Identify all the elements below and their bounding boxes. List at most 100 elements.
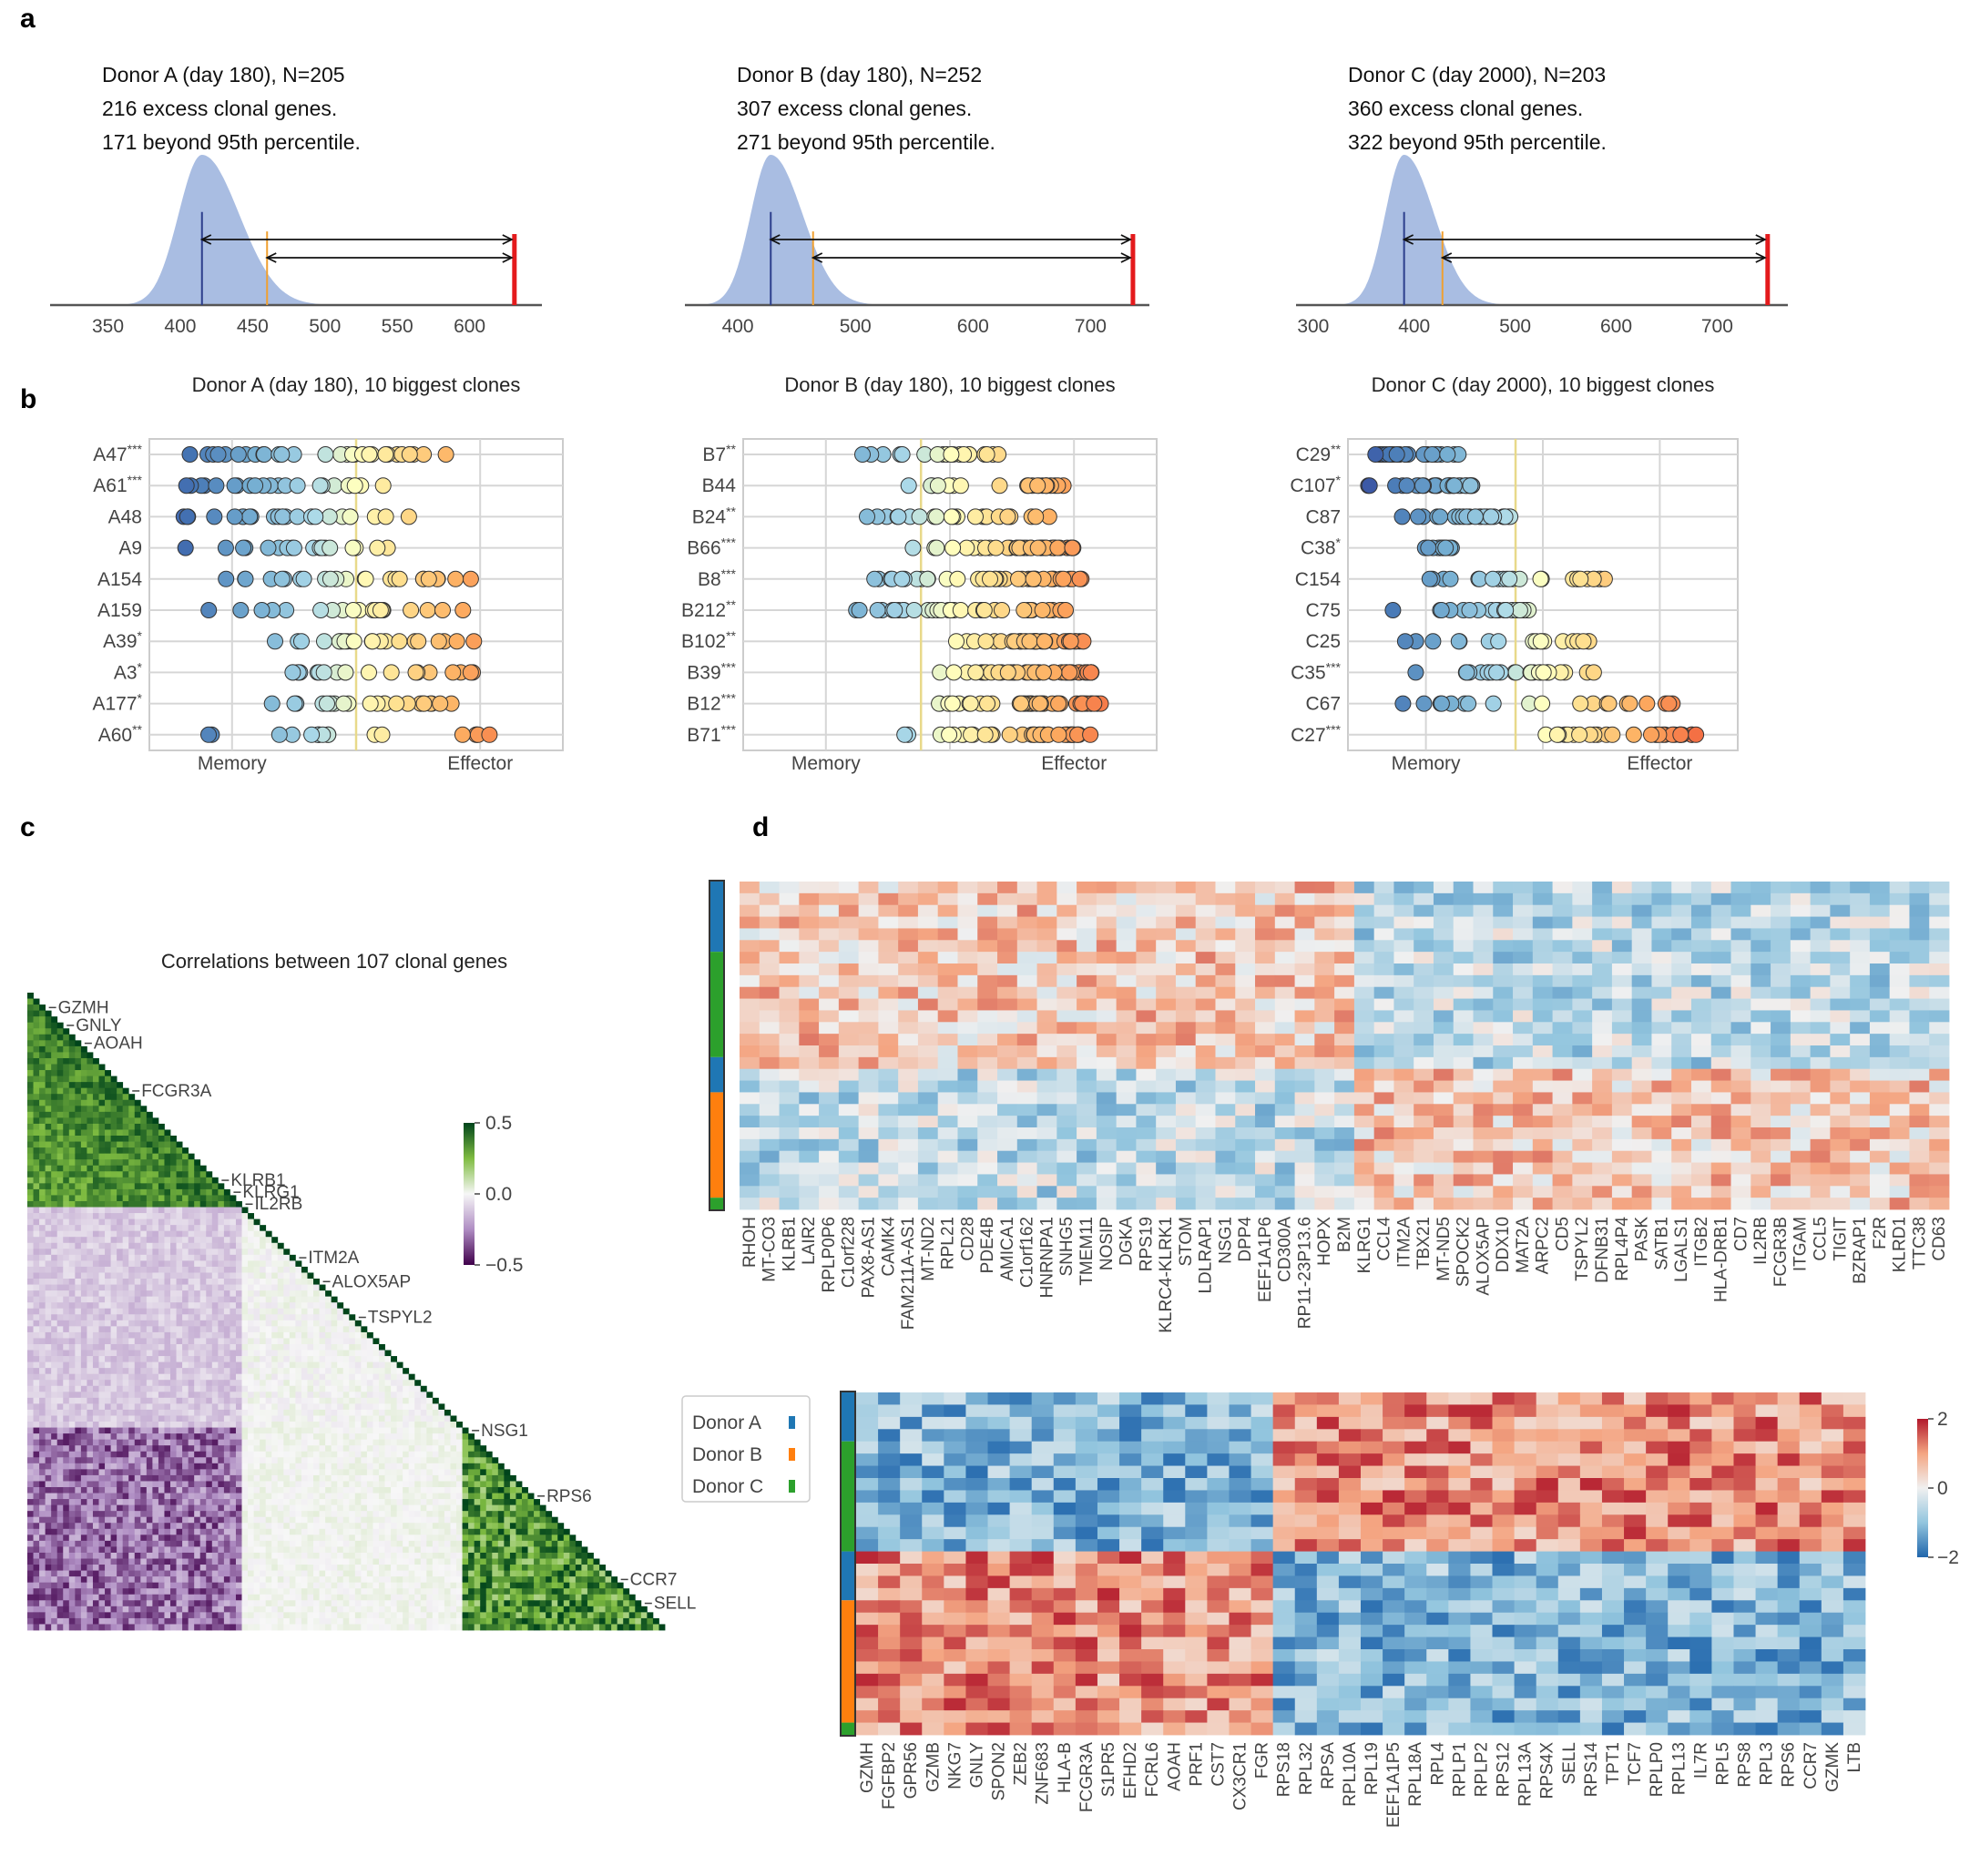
correlation-cell <box>146 1296 153 1303</box>
correlation-cell <box>68 1159 76 1167</box>
cell-point <box>1010 570 1026 587</box>
correlation-cell <box>68 1136 76 1142</box>
correlation-cell <box>140 1504 148 1512</box>
correlation-cell <box>194 1249 201 1256</box>
correlation-cell <box>33 1141 40 1148</box>
correlation-cell <box>230 1218 237 1226</box>
correlation-cell <box>75 1266 82 1273</box>
correlation-cell <box>253 1272 260 1280</box>
correlation-cell <box>199 1356 207 1363</box>
correlation-cell <box>403 1493 410 1500</box>
correlation-cell <box>539 1504 546 1512</box>
correlation-cell <box>80 1249 87 1256</box>
correlation-cell <box>146 1516 153 1524</box>
correlation-cell <box>87 1171 94 1178</box>
correlation-cell <box>241 1242 249 1249</box>
correlation-cell <box>283 1481 291 1488</box>
correlation-cell <box>265 1397 272 1404</box>
correlation-cell <box>307 1284 314 1291</box>
correlation-cell <box>176 1403 183 1411</box>
correlation-cell <box>271 1445 279 1453</box>
correlation-cell <box>331 1361 338 1369</box>
correlation-cell <box>182 1188 189 1196</box>
correlation-cell <box>206 1433 213 1441</box>
correlation-cell <box>140 1422 148 1428</box>
correlation-cell <box>444 1427 451 1434</box>
correlation-cell <box>253 1237 260 1244</box>
correlation-cell <box>230 1200 237 1208</box>
correlation-cell <box>152 1350 159 1357</box>
correlation-cell <box>260 1433 267 1441</box>
correlation-cell <box>223 1242 230 1249</box>
correlation-cell <box>342 1463 350 1470</box>
correlation-cell <box>194 1225 201 1232</box>
correlation-cell <box>504 1481 511 1488</box>
correlation-cell <box>128 1272 136 1280</box>
correlation-cell <box>325 1338 332 1345</box>
null-distribution-area <box>50 155 542 305</box>
correlation-cell <box>56 1463 64 1470</box>
correlation-cell <box>152 1237 159 1244</box>
correlation-cell <box>260 1409 267 1416</box>
excess-arrow-head-left <box>199 234 212 245</box>
correlation-cell <box>289 1511 296 1518</box>
correlation-cell <box>241 1314 249 1321</box>
correlation-cell <box>98 1356 106 1363</box>
correlation-cell <box>98 1076 106 1083</box>
correlation-cell <box>68 1302 76 1310</box>
correlation-cell <box>45 1111 52 1118</box>
correlation-cell <box>325 1308 332 1315</box>
correlation-cell <box>462 1511 469 1518</box>
correlation-cell <box>206 1451 213 1458</box>
correlation-cell <box>194 1338 201 1345</box>
correlation-cell <box>146 1409 153 1416</box>
correlation-cell <box>117 1326 124 1333</box>
correlation-cell <box>45 1147 52 1155</box>
correlation-cell <box>39 1380 46 1387</box>
correlation-cell <box>485 1493 493 1500</box>
correlation-cell <box>164 1451 171 1458</box>
correlation-cell <box>164 1474 171 1482</box>
correlation-cell <box>194 1350 201 1357</box>
x-tick-label: 600 <box>1600 316 1632 337</box>
correlation-cell <box>146 1123 153 1130</box>
correlation-cell <box>152 1314 159 1321</box>
correlation-cell <box>170 1242 177 1249</box>
correlation-cell <box>223 1195 230 1202</box>
correlation-cell <box>235 1486 242 1494</box>
correlation-cell <box>331 1427 338 1434</box>
correlation-cell <box>230 1242 237 1249</box>
correlation-cell <box>218 1474 225 1482</box>
correlation-cell <box>122 1320 129 1327</box>
correlation-cell <box>289 1469 296 1476</box>
correlation-cell <box>325 1422 332 1428</box>
correlation-cell <box>87 1308 94 1315</box>
correlation-cell <box>438 1457 445 1464</box>
correlation-cell <box>354 1427 362 1434</box>
correlation-cell <box>248 1213 254 1219</box>
correlation-cell <box>408 1422 415 1428</box>
correlation-cell <box>384 1511 392 1518</box>
correlation-cell <box>33 1207 40 1214</box>
correlation-cell <box>105 1230 111 1238</box>
correlation-cell <box>92 1451 99 1458</box>
correlation-cell <box>80 1403 87 1411</box>
correlation-cell <box>105 1136 111 1142</box>
correlation-cell <box>235 1422 242 1428</box>
correlation-cell <box>194 1326 201 1333</box>
correlation-cell <box>176 1481 183 1488</box>
correlation-cell <box>68 1225 76 1232</box>
correlation-cell <box>438 1474 445 1482</box>
correlation-cell <box>373 1486 380 1494</box>
correlation-cell <box>194 1361 201 1369</box>
correlation-cell <box>39 1242 46 1249</box>
correlation-cell <box>271 1481 279 1488</box>
correlation-cell <box>87 1486 94 1494</box>
correlation-cell <box>51 1516 58 1524</box>
correlation-cell <box>51 1117 58 1125</box>
correlation-cell <box>27 1123 34 1130</box>
correlation-cell <box>87 1409 94 1416</box>
correlation-cell <box>110 1504 117 1512</box>
correlation-cell <box>301 1493 308 1500</box>
correlation-cell <box>426 1439 434 1446</box>
